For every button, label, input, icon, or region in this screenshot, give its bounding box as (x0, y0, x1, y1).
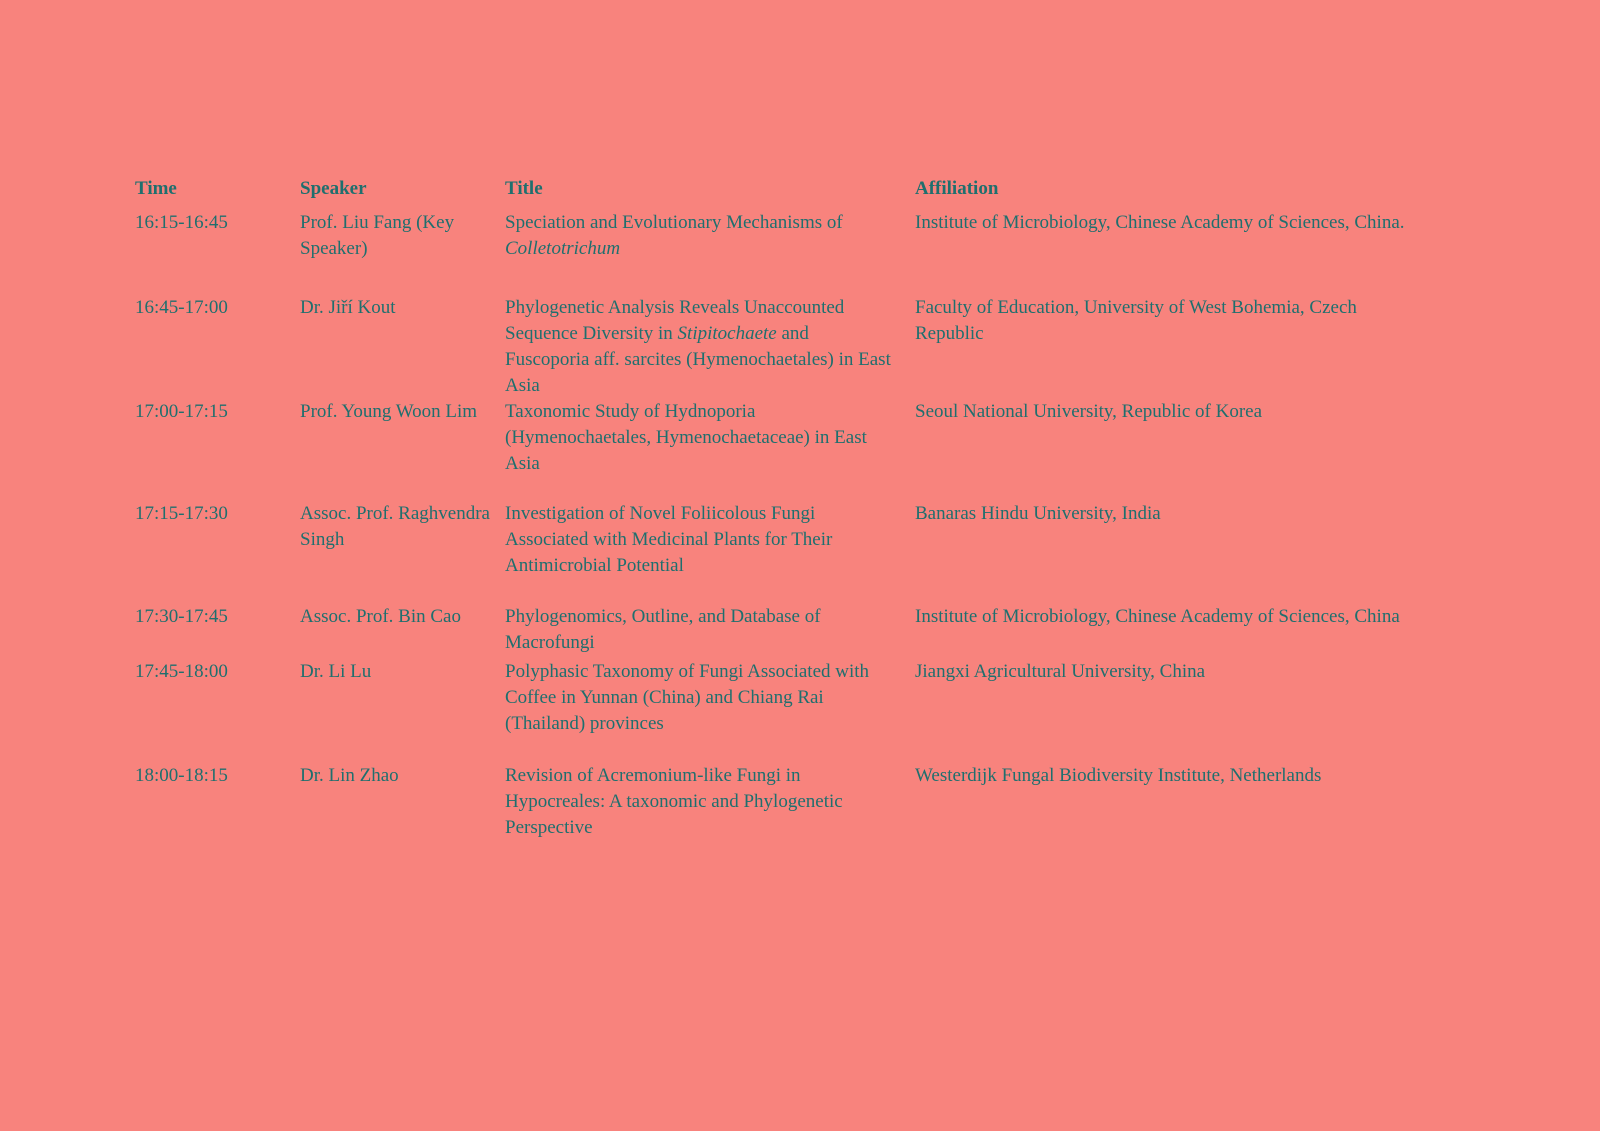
cell-affiliation: Banaras Hindu University, India (915, 503, 1161, 524)
title-text: Revision of Acremonium-like Fungi in Hyp… (505, 765, 843, 838)
table-body: 16:15-16:45 Prof. Liu Fang (Key Speaker) S… (135, 210, 1445, 841)
table-row: 17:00-17:15 Prof. Young Woon Lim Taxonomic… (135, 399, 1445, 477)
table-row: 18:00-18:15 Dr. Lin Zhao Revision of Acrem… (135, 763, 1445, 841)
schedule-table: Time Speaker Title Affiliation 16:15-16:… (135, 176, 1445, 841)
cell-affiliation: Westerdijk Fungal Biodiversity Institute… (915, 765, 1322, 786)
table-row: 16:45-17:00 Dr. Jiří Kout Phylogenetic Ana… (135, 295, 1445, 399)
table-row: 17:45-18:00 Dr. Li Lu Polyphasic Taxonomy … (135, 659, 1445, 737)
cell-speaker: Dr. Lin Zhao (300, 765, 399, 786)
cell-affiliation: Faculty of Education, University of West… (915, 297, 1357, 344)
header-title: Title (505, 178, 543, 199)
title-text: Polyphasic Taxonomy of Fungi Associated … (505, 661, 870, 734)
table-row: 17:30-17:45 Assoc. Prof. Bin Cao Phylogeno… (135, 604, 1445, 656)
cell-title: Taxonomic Study of Hydnoporia (Hymenocha… (505, 399, 915, 477)
header-affiliation: Affiliation (915, 178, 999, 199)
cell-speaker: Assoc. Prof. Raghvendra Singh (300, 503, 490, 550)
cell-title: Speciation and Evolutionary Mechanisms o… (505, 210, 915, 262)
cell-speaker: Prof. Young Woon Lim (300, 401, 478, 422)
cell-affiliation: Institute of Microbiology, Chinese Acade… (915, 606, 1400, 627)
cell-title: Phylogenetic Analysis Reveals Unaccounte… (505, 295, 915, 399)
cell-title: Polyphasic Taxonomy of Fungi Associated … (505, 659, 915, 737)
header-speaker: Speaker (300, 178, 367, 199)
cell-time: 17:30-17:45 (135, 606, 228, 627)
cell-speaker: Dr. Li Lu (300, 661, 372, 682)
title-text: Taxonomic Study of Hydnoporia (Hymenocha… (505, 401, 867, 474)
cell-title: Phylogenomics, Outline, and Database of … (505, 604, 915, 656)
table-row: 17:15-17:30 Assoc. Prof. Raghvendra Singh… (135, 501, 1445, 579)
table-header-row: Time Speaker Title Affiliation (135, 176, 1445, 202)
cell-speaker: Prof. Liu Fang (Key Speaker) (300, 212, 455, 259)
cell-speaker: Assoc. Prof. Bin Cao (300, 606, 461, 627)
title-text: Investigation of Novel Foliicolous Fungi… (505, 503, 833, 576)
title-text: Speciation and Evolutionary Mechanisms o… (505, 212, 843, 233)
cell-time: 16:45-17:00 (135, 297, 228, 318)
table-row: 16:15-16:45 Prof. Liu Fang (Key Speaker) S… (135, 210, 1445, 262)
header-time: Time (135, 178, 177, 199)
cell-speaker: Dr. Jiří Kout (300, 297, 396, 318)
cell-title: Investigation of Novel Foliicolous Fungi… (505, 501, 915, 579)
cell-affiliation: Institute of Microbiology, Chinese Acade… (915, 212, 1405, 233)
cell-time: 18:00-18:15 (135, 765, 228, 786)
title-text: Phylogenetic Analysis Reveals Unaccounte… (505, 297, 845, 344)
cell-time: 17:45-18:00 (135, 661, 228, 682)
cell-time: 16:15-16:45 (135, 212, 228, 233)
cell-title: Revision of Acremonium-like Fungi in Hyp… (505, 763, 915, 841)
title-italic-text: Stipitochaete (677, 323, 777, 344)
cell-affiliation: Jiangxi Agricultural University, China (915, 661, 1206, 682)
cell-time: 17:00-17:15 (135, 401, 228, 422)
title-text: Phylogenomics, Outline, and Database of … (505, 606, 821, 653)
cell-time: 17:15-17:30 (135, 503, 228, 524)
cell-affiliation: Seoul National University, Republic of K… (915, 401, 1263, 422)
title-text: and Fuscoporia aff. sarcites (Hymenochae… (505, 323, 891, 396)
title-italic-text: Colletotrichum (505, 238, 621, 259)
